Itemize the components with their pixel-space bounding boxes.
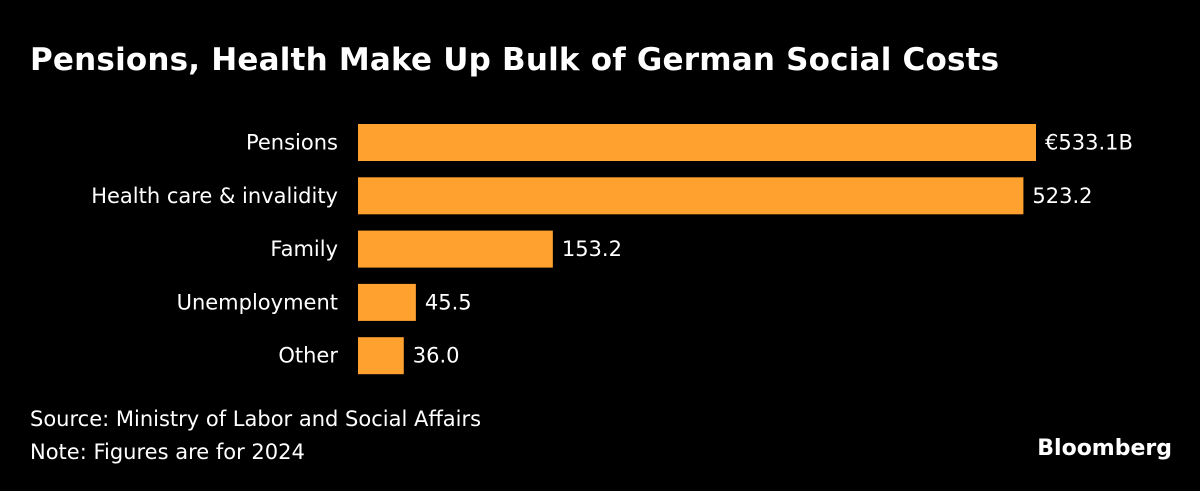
bar — [358, 124, 1036, 161]
bar — [358, 337, 404, 375]
value-label: 36.0 — [413, 344, 460, 368]
source-note: Source: Ministry of Labor and Social Aff… — [30, 407, 482, 431]
value-label: 153.2 — [562, 237, 622, 261]
category-label: Pensions — [246, 131, 338, 155]
chart-title: Pensions, Health Make Up Bulk of German … — [30, 42, 1000, 78]
category-label: Unemployment — [177, 290, 338, 314]
bar — [358, 230, 553, 268]
category-label: Health care & invalidity — [91, 184, 338, 208]
category-label: Family — [270, 237, 338, 261]
category-label: Other — [278, 344, 338, 368]
bloomberg-logo: Bloomberg — [1037, 436, 1172, 461]
bar — [358, 283, 416, 321]
value-label: €533.1B — [1045, 131, 1133, 155]
value-label: 523.2 — [1032, 184, 1092, 208]
bar-chart: Pensions €533.1B Health care & invalidity 5… — [91, 124, 1133, 375]
figures-note: Note: Figures are for 2024 — [30, 440, 305, 464]
value-label: 45.5 — [425, 290, 472, 314]
bar — [358, 177, 1024, 215]
